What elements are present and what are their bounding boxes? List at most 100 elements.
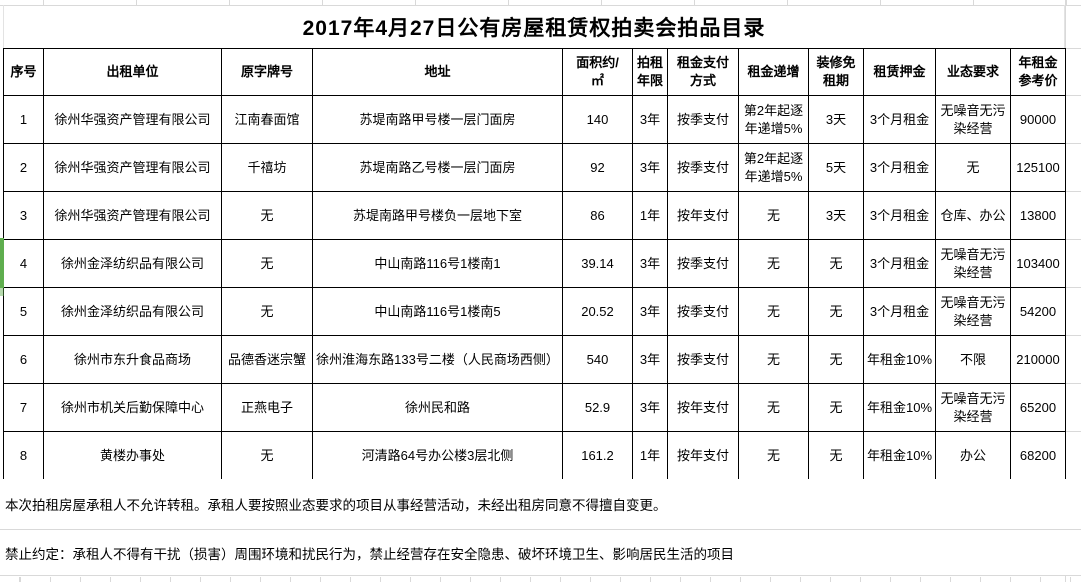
cell-r4-c10[interactable]: 3个月租金 [863, 239, 936, 288]
cell-r1-c10[interactable]: 3个月租金 [863, 95, 936, 144]
cell-r8-c6[interactable]: 1年 [632, 431, 668, 480]
cell-r5-c3[interactable]: 无 [221, 287, 313, 336]
cell-r6-c8[interactable]: 无 [738, 335, 809, 384]
cell-r5-c5[interactable]: 20.52 [562, 287, 633, 336]
cell-r2-c12[interactable]: 125100 [1010, 143, 1066, 192]
cell-r3-c8[interactable]: 无 [738, 191, 809, 240]
cell-r3-c1[interactable]: 3 [3, 191, 44, 240]
cell-r3-c2[interactable]: 徐州华强资产管理有限公司 [43, 191, 222, 240]
cell-r5-c4[interactable]: 中山南路116号1楼南5 [312, 287, 563, 336]
header-rentfree-period[interactable]: 装修免 租期 [808, 48, 864, 96]
cell-r5-c8[interactable]: 无 [738, 287, 809, 336]
cell-r4-c11[interactable]: 无噪音无污 染经营 [935, 239, 1011, 288]
cell-r6-c9[interactable]: 无 [808, 335, 864, 384]
cell-r2-c3[interactable]: 千禧坊 [221, 143, 313, 192]
cell-r5-c10[interactable]: 3个月租金 [863, 287, 936, 336]
cell-r2-c1[interactable]: 2 [3, 143, 44, 192]
cell-r5-c11[interactable]: 无噪音无污 染经营 [935, 287, 1011, 336]
cell-r8-c10[interactable]: 年租金10% [863, 431, 936, 480]
cell-r7-c4[interactable]: 徐州民和路 [312, 383, 563, 432]
cell-r7-c3[interactable]: 正燕电子 [221, 383, 313, 432]
cell-r8-c11[interactable]: 办公 [935, 431, 1011, 480]
cell-r1-c1[interactable]: 1 [3, 95, 44, 144]
cell-r7-c5[interactable]: 52.9 [562, 383, 633, 432]
cell-r6-c2[interactable]: 徐州市东升食品商场 [43, 335, 222, 384]
cell-r8-c9[interactable]: 无 [808, 431, 864, 480]
cell-r8-c3[interactable]: 无 [221, 431, 313, 480]
cell-r3-c7[interactable]: 按年支付 [667, 191, 739, 240]
cell-r3-c12[interactable]: 13800 [1010, 191, 1066, 240]
cell-r4-c9[interactable]: 无 [808, 239, 864, 288]
header-rent-increase[interactable]: 租金递增 [738, 48, 809, 96]
cell-r7-c6[interactable]: 3年 [632, 383, 668, 432]
cell-r8-c7[interactable]: 按年支付 [667, 431, 739, 480]
cell-r3-c6[interactable]: 1年 [632, 191, 668, 240]
cell-r4-c8[interactable]: 无 [738, 239, 809, 288]
cell-r5-c1[interactable]: 5 [3, 287, 44, 336]
cell-r7-c2[interactable]: 徐州市机关后勤保障中心 [43, 383, 222, 432]
cell-r3-c9[interactable]: 3天 [808, 191, 864, 240]
page-title[interactable]: 2017年4月27日公有房屋租赁权拍卖会拍品目录 [3, 5, 1065, 48]
cell-r4-c3[interactable]: 无 [221, 239, 313, 288]
cell-r1-c7[interactable]: 按季支付 [667, 95, 739, 144]
header-lease-term[interactable]: 拍租 年限 [632, 48, 668, 96]
cell-r6-c7[interactable]: 按季支付 [667, 335, 739, 384]
cell-r3-c4[interactable]: 苏堤南路甲号楼负一层地下室 [312, 191, 563, 240]
header-lessor[interactable]: 出租单位 [43, 48, 222, 96]
cell-r7-c7[interactable]: 按年支付 [667, 383, 739, 432]
cell-r1-c2[interactable]: 徐州华强资产管理有限公司 [43, 95, 222, 144]
cell-r6-c3[interactable]: 品德香迷宗蟹 [221, 335, 313, 384]
cell-r8-c4[interactable]: 河清路64号办公楼3层北侧 [312, 431, 563, 480]
cell-r1-c5[interactable]: 140 [562, 95, 633, 144]
cell-r5-c12[interactable]: 54200 [1010, 287, 1066, 336]
note-no-sublease[interactable]: 本次拍租房屋承租人不允许转租。承租人要按照业态要求的项目从事经营活动，未经出租房… [0, 479, 1081, 530]
cell-r6-c4[interactable]: 徐州淮海东路133号二楼（人民商场西侧） [312, 335, 563, 384]
cell-r2-c2[interactable]: 徐州华强资产管理有限公司 [43, 143, 222, 192]
cell-r5-c2[interactable]: 徐州金泽纺织品有限公司 [43, 287, 222, 336]
header-original-sign[interactable]: 原字牌号 [221, 48, 313, 96]
cell-r2-c7[interactable]: 按季支付 [667, 143, 739, 192]
header-deposit[interactable]: 租赁押金 [863, 48, 936, 96]
cell-r6-c12[interactable]: 210000 [1010, 335, 1066, 384]
header-reference-price[interactable]: 年租金 参考价 [1010, 48, 1066, 96]
cell-r8-c2[interactable]: 黄楼办事处 [43, 431, 222, 480]
cell-r7-c10[interactable]: 年租金10% [863, 383, 936, 432]
cell-r4-c4[interactable]: 中山南路116号1楼南1 [312, 239, 563, 288]
cell-r8-c12[interactable]: 68200 [1010, 431, 1066, 480]
cell-r1-c6[interactable]: 3年 [632, 95, 668, 144]
header-business-requirement[interactable]: 业态要求 [935, 48, 1011, 96]
cell-r2-c11[interactable]: 无 [935, 143, 1011, 192]
header-address[interactable]: 地址 [312, 48, 563, 96]
cell-r1-c4[interactable]: 苏堤南路甲号楼一层门面房 [312, 95, 563, 144]
cell-r1-c8[interactable]: 第2年起逐 年递增5% [738, 95, 809, 144]
cell-r8-c8[interactable]: 无 [738, 431, 809, 480]
cell-r3-c10[interactable]: 3个月租金 [863, 191, 936, 240]
cell-r6-c10[interactable]: 年租金10% [863, 335, 936, 384]
cell-r1-c12[interactable]: 90000 [1010, 95, 1066, 144]
cell-r4-c5[interactable]: 39.14 [562, 239, 633, 288]
cell-r4-c7[interactable]: 按季支付 [667, 239, 739, 288]
cell-r3-c11[interactable]: 仓库、办公 [935, 191, 1011, 240]
cell-r5-c6[interactable]: 3年 [632, 287, 668, 336]
note-prohibitions[interactable]: 禁止约定：承租人不得有干扰（损害）周围环境和扰民行为，禁止经营存在安全隐患、破坏… [0, 530, 1081, 576]
cell-r4-c12[interactable]: 103400 [1010, 239, 1066, 288]
cell-r1-c3[interactable]: 江南春面馆 [221, 95, 313, 144]
header-payment-method[interactable]: 租金支付 方式 [667, 48, 739, 96]
cell-r7-c12[interactable]: 65200 [1010, 383, 1066, 432]
cell-r3-c5[interactable]: 86 [562, 191, 633, 240]
cell-r6-c1[interactable]: 6 [3, 335, 44, 384]
cell-r2-c8[interactable]: 第2年起逐 年递增5% [738, 143, 809, 192]
cell-r5-c7[interactable]: 按季支付 [667, 287, 739, 336]
cell-r8-c1[interactable]: 8 [3, 431, 44, 480]
cell-r4-c1[interactable]: 4 [3, 239, 44, 288]
cell-r4-c2[interactable]: 徐州金泽纺织品有限公司 [43, 239, 222, 288]
cell-r2-c9[interactable]: 5天 [808, 143, 864, 192]
cell-r8-c5[interactable]: 161.2 [562, 431, 633, 480]
cell-r2-c10[interactable]: 3个月租金 [863, 143, 936, 192]
cell-r1-c11[interactable]: 无噪音无污 染经营 [935, 95, 1011, 144]
cell-r3-c3[interactable]: 无 [221, 191, 313, 240]
cell-r2-c6[interactable]: 3年 [632, 143, 668, 192]
cell-r6-c5[interactable]: 540 [562, 335, 633, 384]
cell-r7-c1[interactable]: 7 [3, 383, 44, 432]
cell-r7-c11[interactable]: 无噪音无污 染经营 [935, 383, 1011, 432]
